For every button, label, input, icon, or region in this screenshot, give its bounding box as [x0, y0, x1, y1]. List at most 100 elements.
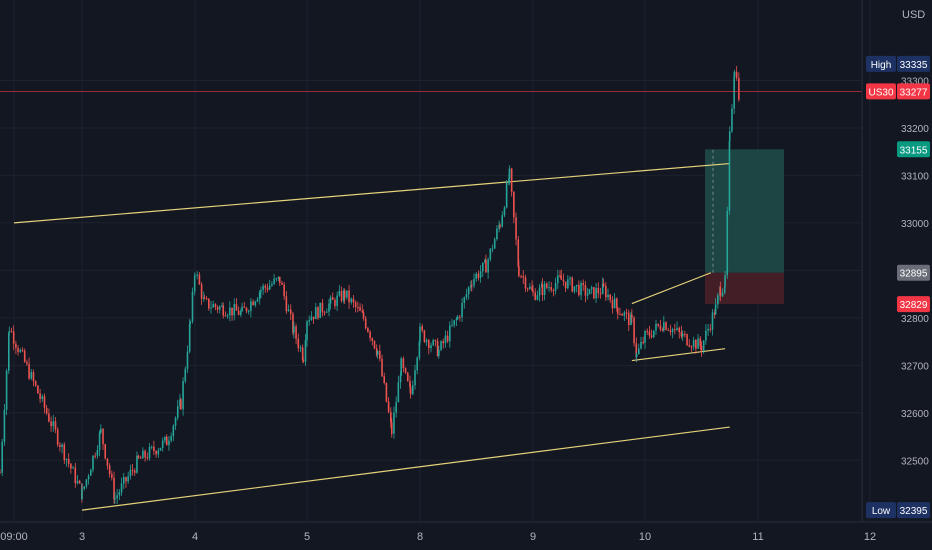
candle-body: [484, 259, 486, 263]
candle-body: [210, 307, 212, 309]
candle-body: [96, 450, 99, 456]
candle-body: [48, 413, 50, 422]
candle-body: [625, 312, 628, 314]
candle-body: [260, 289, 262, 293]
loss-zone[interactable]: [705, 272, 784, 305]
candle-body: [302, 360, 305, 362]
candle-body: [254, 301, 257, 306]
candle-body: [111, 474, 113, 478]
candle-body: [714, 304, 717, 315]
candle-body: [98, 432, 101, 451]
candle-body: [536, 295, 539, 300]
candle-body: [203, 297, 206, 299]
trendline[interactable]: [13, 162, 730, 224]
candle-body: [52, 421, 55, 427]
candle-body: [623, 312, 626, 316]
candle-body: [400, 358, 402, 376]
candle-body: [26, 361, 28, 364]
candle-body: [467, 287, 470, 295]
price-label-name: Low: [872, 506, 891, 517]
candle-body: [268, 285, 271, 290]
candle-body: [319, 302, 321, 319]
candle-body: [436, 340, 439, 356]
candle-body: [283, 284, 285, 297]
candle-body: [487, 259, 489, 273]
candle-body: [179, 399, 181, 407]
candle-body: [108, 465, 111, 475]
candle-body: [688, 345, 691, 347]
candle-body: [226, 315, 229, 317]
trendlines[interactable]: [13, 162, 730, 511]
candle-body: [440, 341, 442, 350]
candle-body: [293, 326, 295, 333]
candle-body: [571, 277, 574, 292]
candle-body: [63, 444, 66, 461]
candle-body: [362, 312, 365, 319]
trendline[interactable]: [81, 426, 730, 511]
candle-body: [414, 370, 416, 386]
candle-body: [491, 248, 494, 250]
candle-body: [250, 301, 252, 312]
candle-body: [609, 294, 612, 301]
x-tick-label: 09:00: [0, 531, 28, 543]
x-tick-label: 12: [864, 531, 876, 543]
candle-body: [8, 331, 11, 333]
candle-body: [416, 357, 418, 371]
candle-body: [584, 285, 587, 296]
candle-body: [432, 340, 434, 346]
candle-body: [41, 396, 44, 399]
candle-body: [196, 274, 198, 276]
candle-body: [635, 343, 638, 358]
candle-body: [113, 477, 115, 500]
candle-body: [575, 284, 578, 287]
candle-body: [451, 325, 453, 327]
candle-body: [463, 297, 466, 304]
candle-body: [59, 444, 61, 448]
candle-body: [385, 382, 388, 402]
candle-body: [191, 291, 194, 322]
candle-body: [188, 323, 191, 352]
candle-body: [208, 298, 210, 309]
candle-body: [663, 322, 665, 331]
candle-body: [256, 299, 259, 302]
candle-body: [444, 335, 447, 344]
candle-body: [508, 178, 510, 184]
candle-body: [661, 329, 664, 331]
trendline[interactable]: [631, 348, 726, 362]
candle-body: [582, 283, 585, 286]
candle-body: [678, 327, 681, 333]
candle-body: [731, 108, 733, 132]
candle-body: [541, 284, 544, 296]
candle-body: [127, 476, 129, 482]
candle-body: [461, 303, 463, 318]
candle-body: [348, 290, 350, 303]
position-tool[interactable]: [705, 149, 784, 305]
candle-body: [399, 375, 402, 383]
candle-body: [328, 303, 330, 312]
candle-body: [189, 321, 192, 324]
candle-body: [198, 274, 201, 285]
candle-body: [702, 340, 705, 351]
candle-body: [357, 307, 359, 309]
price-label-value: 32895: [900, 269, 928, 280]
candle-body: [510, 168, 513, 192]
candle-body: [102, 428, 104, 445]
candle-body: [277, 276, 280, 279]
candle-body: [43, 396, 46, 408]
candle-body: [133, 470, 136, 473]
candle-body: [364, 318, 367, 329]
candle-body: [430, 345, 432, 349]
candle-body: [387, 401, 390, 412]
candle-body: [321, 302, 324, 313]
candle-body: [342, 290, 345, 301]
x-tick-label: 11: [752, 531, 763, 543]
profit-zone[interactable]: [705, 149, 784, 273]
candle-body: [684, 333, 686, 335]
candle-body: [653, 330, 655, 338]
price-label-name-box: [866, 55, 896, 72]
trendline[interactable]: [631, 272, 712, 305]
candle-body: [560, 276, 563, 280]
candle-body: [367, 328, 369, 332]
